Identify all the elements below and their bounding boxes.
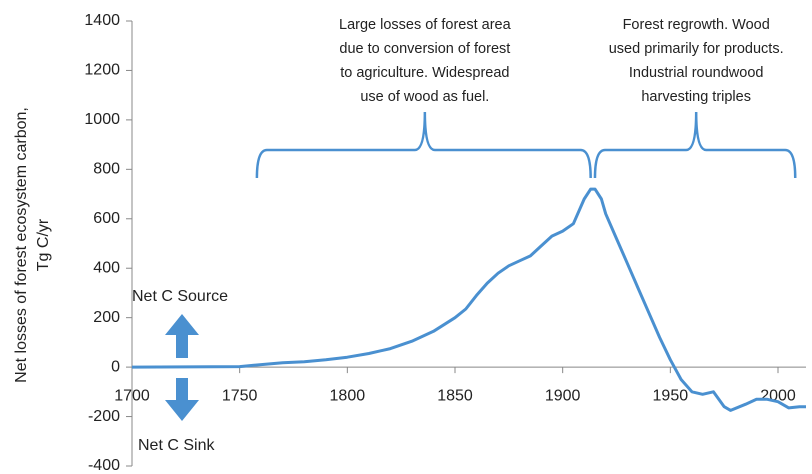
annotation: due to conversion of forest [339,41,510,57]
sink-arrow [165,378,199,421]
y-tick-label: 200 [93,309,120,326]
y-axis-label: Net losses of forest ecosystem carbon, [13,107,30,383]
y-tick-label: 600 [93,210,120,227]
x-tick-label: 1700 [114,387,150,404]
source-arrow [165,314,199,358]
y-tick-label: 400 [93,259,120,276]
x-tick-label: 1950 [653,387,689,404]
y-axis-label: Tg C/yr [35,218,52,271]
annotation: use of wood as fuel. [360,89,489,105]
y-tick-label: 800 [93,161,120,178]
y-tick-label: -200 [88,408,120,425]
annotation: to agriculture. Widespread [340,65,509,81]
brace [593,111,797,179]
x-tick-label: 1900 [545,387,581,404]
sink-label: Net C Sink [138,437,215,454]
annotation: Forest regrowth. Wood [623,17,770,33]
x-tick-label: 1750 [222,387,258,404]
brace [255,111,592,179]
y-tick-label: 1200 [84,62,120,79]
y-tick-label: 1400 [84,12,120,29]
annotation: used primarily for products. [609,41,784,57]
annotation: Large losses of forest area [339,17,512,33]
annotation: Industrial roundwood [629,65,764,81]
annotation: harvesting triples [641,89,751,105]
data-line [131,187,806,412]
source-label: Net C Source [132,288,228,305]
x-tick-label: 1800 [330,387,366,404]
y-tick-label: 0 [111,358,120,375]
y-tick-label: 1000 [84,111,120,128]
y-tick-label: -400 [88,457,120,474]
x-tick-label: 1850 [437,387,473,404]
